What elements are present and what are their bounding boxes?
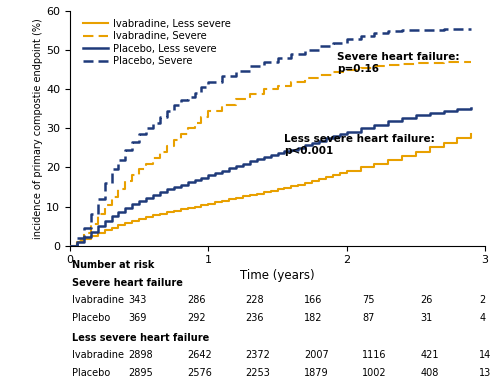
Text: Ivabradine: Ivabradine: [72, 350, 124, 360]
Text: 2642: 2642: [187, 350, 212, 360]
Text: 236: 236: [246, 313, 264, 323]
Text: 408: 408: [420, 368, 439, 378]
Text: 75: 75: [362, 295, 375, 305]
Text: 2253: 2253: [246, 368, 270, 378]
Text: 2007: 2007: [304, 350, 328, 360]
Text: 13: 13: [479, 368, 492, 378]
Legend: Ivabradine, Less severe, Ivabradine, Severe, Placebo, Less severe, Placebo, Seve: Ivabradine, Less severe, Ivabradine, Sev…: [84, 19, 231, 66]
Text: Severe heart failure:
p=0.16: Severe heart failure: p=0.16: [337, 52, 460, 74]
Text: 286: 286: [187, 295, 206, 305]
Text: Less severe heart failure:
p<0.001: Less severe heart failure: p<0.001: [284, 134, 435, 156]
Text: 343: 343: [128, 295, 147, 305]
Text: 31: 31: [420, 313, 433, 323]
Text: 2576: 2576: [187, 368, 212, 378]
Text: 228: 228: [246, 295, 264, 305]
Text: Placebo: Placebo: [72, 313, 110, 323]
Text: 2: 2: [479, 295, 486, 305]
Text: 2372: 2372: [246, 350, 270, 360]
Text: 4: 4: [479, 313, 486, 323]
Text: Placebo: Placebo: [72, 368, 110, 378]
Text: 182: 182: [304, 313, 322, 323]
Text: 1879: 1879: [304, 368, 328, 378]
Text: 1002: 1002: [362, 368, 387, 378]
Text: 14: 14: [479, 350, 492, 360]
Text: 87: 87: [362, 313, 374, 323]
Text: 292: 292: [187, 313, 206, 323]
Text: Number at risk: Number at risk: [72, 260, 154, 270]
Text: 166: 166: [304, 295, 322, 305]
Text: 369: 369: [128, 313, 147, 323]
X-axis label: Time (years): Time (years): [240, 269, 315, 282]
Text: 26: 26: [420, 295, 433, 305]
Text: 2895: 2895: [128, 368, 153, 378]
Text: Ivabradine: Ivabradine: [72, 295, 124, 305]
Text: Less severe heart failure: Less severe heart failure: [72, 333, 210, 343]
Text: 2898: 2898: [128, 350, 153, 360]
Y-axis label: incidence of primary compostie endpoint (%): incidence of primary compostie endpoint …: [34, 18, 43, 239]
Text: 1116: 1116: [362, 350, 387, 360]
Text: Severe heart failure: Severe heart failure: [72, 278, 183, 288]
Text: 421: 421: [420, 350, 439, 360]
